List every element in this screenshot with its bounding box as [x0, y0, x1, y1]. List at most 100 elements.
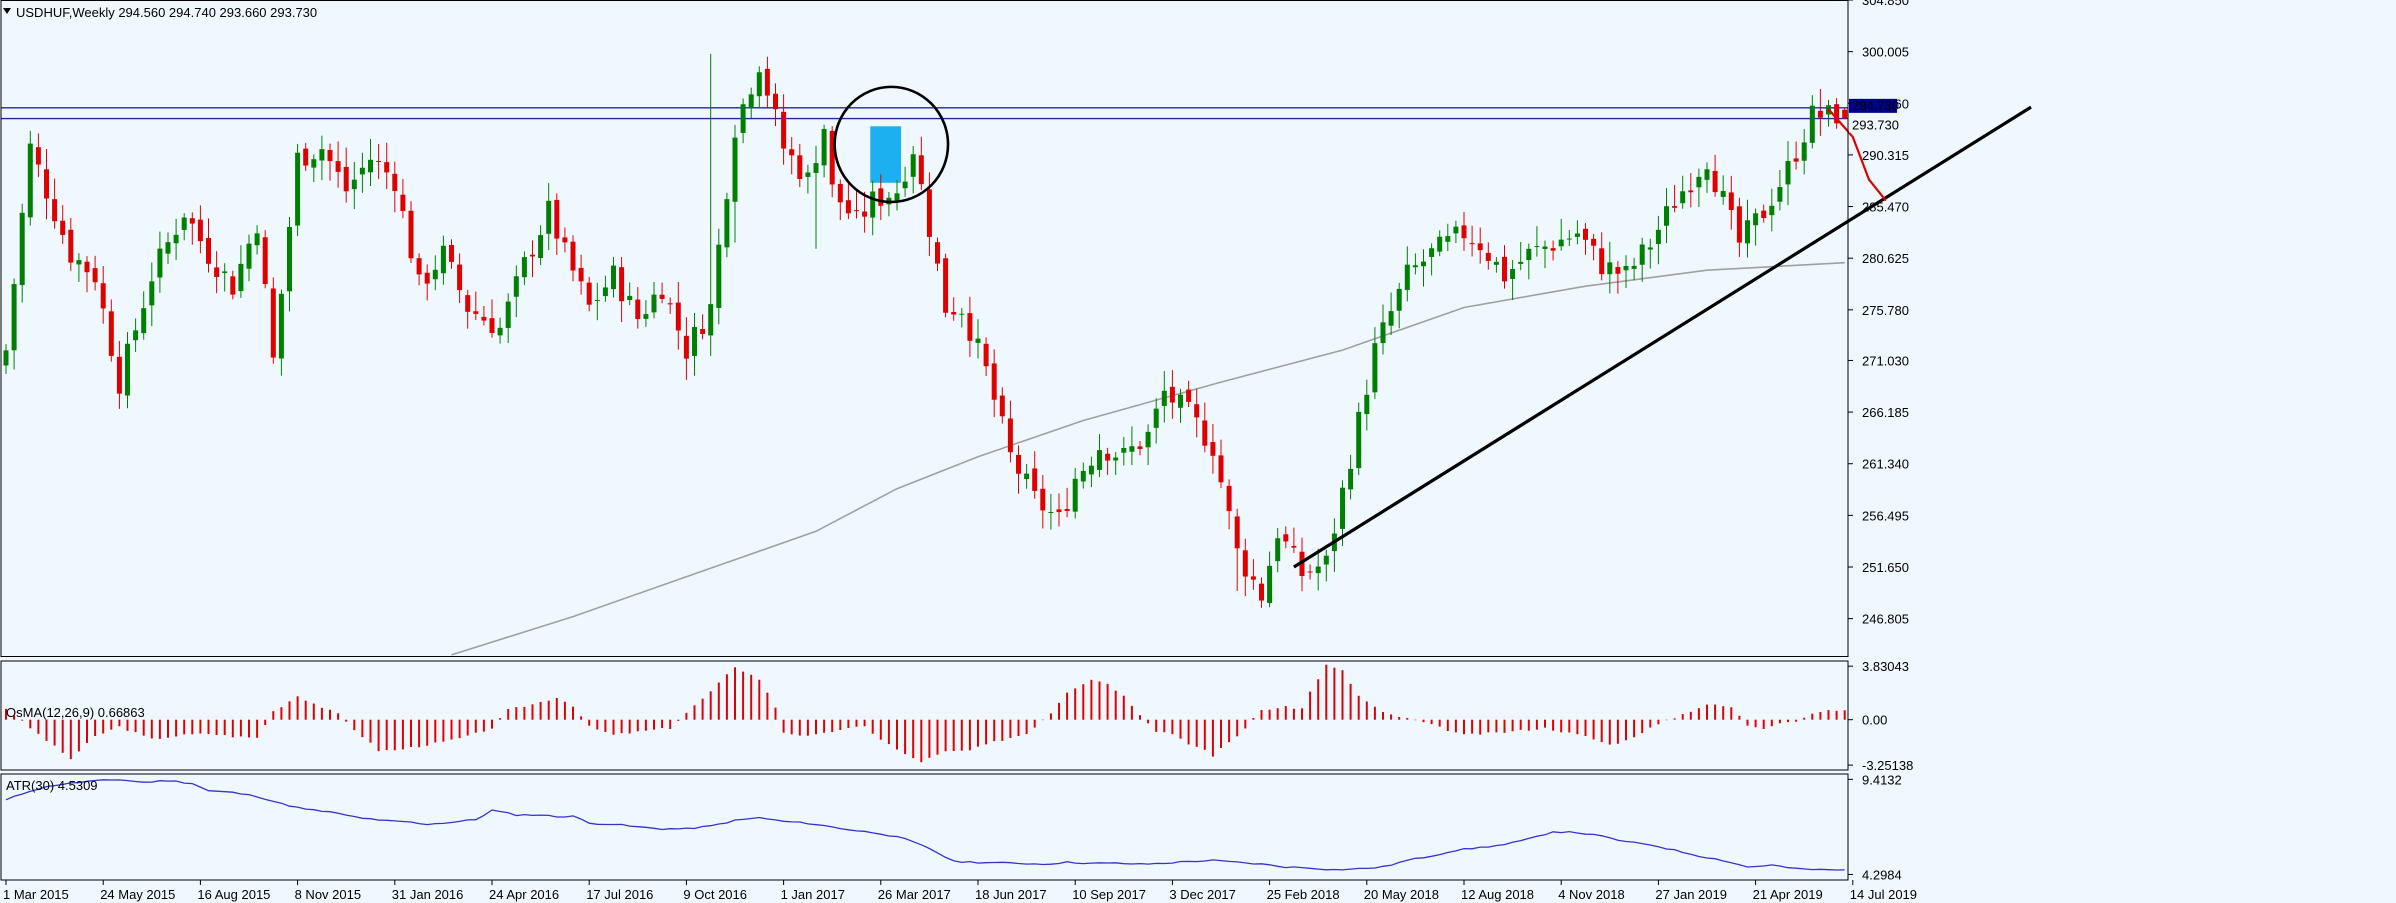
candle-body: [319, 149, 325, 161]
candle-body: [1437, 236, 1443, 252]
candle-body: [789, 149, 795, 156]
candle-body: [1388, 311, 1394, 326]
candle-body: [1809, 105, 1815, 143]
candle-body: [384, 162, 390, 173]
candle-body: [1210, 442, 1216, 456]
osma-bars: [5, 664, 1846, 763]
trendline: [1293, 105, 2032, 569]
candle-body: [1356, 411, 1362, 469]
candle-body: [165, 242, 171, 254]
candle-body: [1291, 545, 1297, 548]
candle-body: [489, 318, 495, 334]
candle-body: [1664, 206, 1669, 226]
candle-body: [675, 302, 681, 331]
candle-body: [829, 130, 835, 185]
candle-body: [1542, 246, 1548, 249]
candle-body: [505, 301, 511, 328]
time-tick-label-14: 20 May 2018: [1364, 887, 1439, 902]
candle-body: [951, 312, 957, 315]
candle-body: [1631, 265, 1637, 269]
candle-body: [1007, 418, 1013, 453]
price-tick-label-5: 280.625: [1862, 251, 1909, 266]
time-tick-label-10: 18 Jun 2017: [975, 887, 1047, 902]
candle-body: [1226, 485, 1232, 512]
atr-line: [5, 779, 1845, 871]
candle-body: [554, 199, 560, 239]
candle-body: [1396, 288, 1402, 311]
candle-body: [1412, 265, 1418, 268]
candle-body: [594, 299, 600, 301]
candle-body: [732, 137, 738, 202]
candle-body: [1461, 225, 1467, 239]
candle-body: [376, 160, 382, 162]
candle-body: [473, 311, 479, 314]
candle-body: [327, 149, 333, 162]
candle-body: [1485, 252, 1491, 261]
candle-body: [1769, 205, 1775, 216]
time-tick-label-13: 25 Feb 2018: [1267, 887, 1340, 902]
candle-body: [125, 343, 130, 396]
candle-body: [1340, 487, 1345, 529]
candle-body: [92, 268, 98, 283]
candle-body: [1105, 453, 1111, 461]
candle-body: [813, 163, 819, 173]
candle-body: [270, 288, 276, 358]
main-chart-title: USDHUF,Weekly 294.560 294.740 293.660 29…: [16, 5, 317, 20]
candle-body: [1728, 192, 1734, 210]
candle-body: [1137, 446, 1143, 449]
candle-body: [659, 294, 665, 299]
candle-body: [60, 220, 66, 235]
candle-body: [303, 148, 309, 166]
candle-body: [1372, 343, 1378, 393]
time-tick-label-1: 24 May 2015: [100, 887, 175, 902]
candle-body: [1064, 509, 1070, 512]
candle-body: [1736, 206, 1742, 243]
candle-body: [157, 248, 163, 278]
candle-body: [1178, 394, 1183, 408]
candle-body: [1250, 576, 1256, 580]
candle-body: [68, 229, 74, 263]
price-tag-label-1: 293.730: [1852, 118, 1899, 133]
candle-body: [457, 264, 463, 291]
candle-body: [1097, 450, 1102, 470]
candle-body: [1072, 478, 1078, 512]
candle-body: [1202, 420, 1208, 446]
freehand-projection: [1827, 108, 1887, 201]
osma-tick-label-0: 3.83043: [1862, 659, 1909, 674]
candle-body: [959, 313, 965, 315]
price-tag-label-0: 294.730: [1852, 98, 1899, 113]
atr-panel-frame: [0, 773, 1849, 881]
candle-body: [643, 314, 649, 319]
candle-body: [667, 303, 673, 305]
candle-body: [1275, 538, 1281, 562]
candle-body: [197, 219, 203, 242]
candle-body: [1242, 550, 1248, 577]
price-tick-label-4: 285.470: [1862, 200, 1909, 215]
atr-tick-label-1: 4.2984: [1862, 867, 1902, 882]
candle-body: [1583, 228, 1588, 240]
candle-body: [416, 258, 422, 275]
price-panel: 304.850300.005295.160290.315285.470280.6…: [0, 0, 2032, 657]
candle-body: [837, 183, 843, 203]
candle-body: [967, 313, 973, 341]
candle-body: [902, 181, 908, 189]
candle-body: [805, 172, 811, 177]
candle-body: [943, 258, 949, 313]
candle-body: [465, 295, 471, 312]
time-tick-label-3: 8 Nov 2015: [295, 887, 362, 902]
candle-body: [586, 282, 592, 305]
time-tick-label-0: 1 Mar 2015: [3, 887, 69, 902]
osma-panel-frame: [0, 660, 1849, 771]
candle-body: [84, 261, 90, 273]
candle-body: [133, 330, 139, 341]
price-tick-label-7: 271.030: [1862, 353, 1909, 368]
time-tick-label-2: 16 Aug 2015: [197, 887, 270, 902]
candle-body: [1793, 158, 1799, 162]
highlight-box: [870, 126, 902, 183]
price-panel-frame: [0, 0, 1849, 657]
candle-body: [1704, 169, 1710, 180]
candle-body: [1688, 190, 1694, 193]
candle-body: [1169, 386, 1175, 403]
menu-triangle-icon[interactable]: [3, 8, 11, 14]
